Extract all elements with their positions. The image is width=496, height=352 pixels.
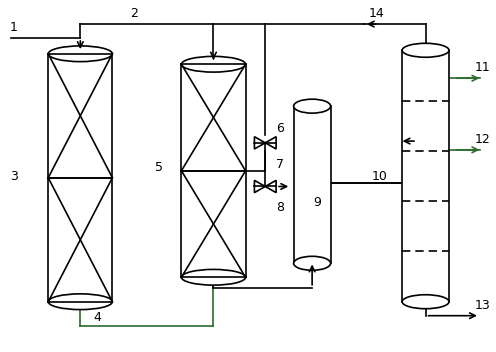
Bar: [294, 106, 331, 263]
Text: 2: 2: [130, 7, 138, 20]
Ellipse shape: [402, 295, 449, 309]
Ellipse shape: [48, 46, 113, 62]
Text: 8: 8: [276, 201, 284, 214]
Text: 10: 10: [372, 170, 388, 182]
Text: 11: 11: [474, 61, 490, 74]
Text: 14: 14: [369, 7, 384, 20]
Text: 13: 13: [474, 299, 490, 312]
Text: 4: 4: [94, 311, 102, 324]
Text: 6: 6: [276, 122, 284, 136]
Ellipse shape: [294, 256, 331, 270]
Text: 12: 12: [474, 133, 490, 146]
Ellipse shape: [48, 294, 113, 309]
Bar: [48, 54, 113, 302]
Ellipse shape: [294, 99, 331, 113]
Text: 3: 3: [10, 170, 18, 182]
Text: 5: 5: [155, 161, 163, 174]
Ellipse shape: [182, 56, 246, 72]
Ellipse shape: [402, 43, 449, 57]
Bar: [182, 64, 246, 277]
Text: 7: 7: [276, 158, 284, 171]
Bar: [402, 50, 449, 302]
Text: 1: 1: [10, 21, 18, 34]
Text: 9: 9: [313, 196, 321, 209]
Ellipse shape: [182, 269, 246, 285]
